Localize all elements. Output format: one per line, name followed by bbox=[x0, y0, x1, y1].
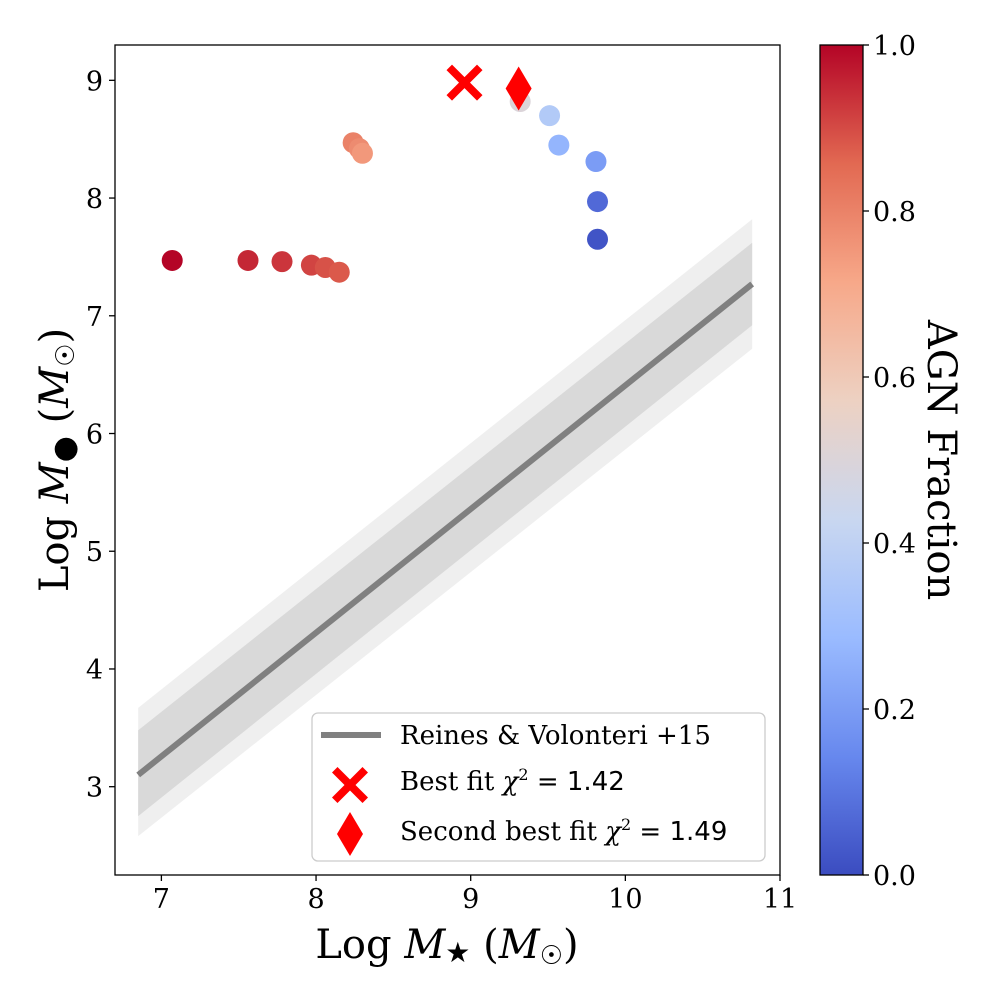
legend-diamond-swatch bbox=[337, 812, 363, 856]
colorbar-tick-label: 0.0 bbox=[873, 861, 916, 892]
legend: Reines & Volonteri +15 Best fit χ2 = 1.4… bbox=[311, 712, 766, 862]
data-point bbox=[587, 228, 609, 250]
plot-area bbox=[114, 44, 781, 876]
x-tick-label: 9 bbox=[462, 884, 479, 915]
data-point bbox=[271, 251, 293, 273]
data-point bbox=[585, 151, 607, 173]
y-tick-label: 7 bbox=[86, 302, 103, 333]
colorbar-tick-label: 0.4 bbox=[873, 529, 916, 560]
y-tick-label: 9 bbox=[86, 66, 103, 97]
legend-label-relation: Reines & Volonteri +15 bbox=[400, 721, 711, 751]
second-best-fit-marker bbox=[505, 66, 532, 111]
colorbar-gradient bbox=[819, 44, 864, 876]
y-axis-ticks: 3 4 5 6 7 8 9 bbox=[86, 66, 115, 804]
colorbar: 0.0 0.2 0.4 0.6 0.8 1.0 AGN Fraction bbox=[819, 31, 964, 892]
x-tick-label: 8 bbox=[307, 884, 324, 915]
legend-entry-second-best-fit: Second best fit χ2 = 1.49 bbox=[400, 815, 727, 847]
data-point bbox=[328, 261, 350, 283]
legend-label-best-fit: Best fit bbox=[400, 767, 495, 797]
y-tick-label: 5 bbox=[86, 537, 103, 568]
data-point bbox=[587, 191, 609, 213]
data-point bbox=[351, 142, 373, 164]
legend-value-second-best-fit: 1.49 bbox=[670, 817, 728, 847]
best-fit-marker bbox=[446, 64, 483, 101]
x-tick-label: 10 bbox=[608, 884, 642, 915]
y-tick-label: 8 bbox=[86, 184, 103, 215]
colorbar-label: AGN Fraction bbox=[918, 319, 964, 600]
colorbar-ticks: 0.0 0.2 0.4 0.6 0.8 1.0 bbox=[863, 31, 916, 892]
y-axis-label: Log M● (M☉) bbox=[32, 328, 82, 592]
relation-line bbox=[136, 281, 755, 778]
scatter-points bbox=[161, 91, 609, 283]
y-tick-label: 4 bbox=[86, 655, 103, 686]
legend-label-second-best-fit: Second best fit bbox=[400, 817, 597, 847]
colorbar-tick-label: 0.6 bbox=[873, 363, 916, 394]
colorbar-tick-label: 0.2 bbox=[873, 695, 916, 726]
x-tick-label: 11 bbox=[763, 884, 797, 915]
data-point bbox=[161, 249, 183, 271]
x-tick-label: 7 bbox=[153, 884, 170, 915]
plot-frame bbox=[114, 44, 781, 876]
colorbar-tick-label: 0.8 bbox=[873, 197, 916, 228]
fit-markers bbox=[446, 64, 532, 111]
data-point bbox=[539, 105, 561, 127]
y-tick-label: 3 bbox=[86, 773, 103, 804]
legend-box bbox=[311, 712, 766, 862]
x-axis-ticks: 7 8 9 10 11 bbox=[153, 875, 797, 915]
legend-x-swatch bbox=[332, 767, 368, 803]
x-axis-label: Log M★ (M☉) bbox=[315, 922, 578, 971]
data-point bbox=[237, 249, 259, 271]
legend-entry-best-fit: Best fit χ2 = 1.42 bbox=[400, 765, 625, 797]
colorbar-tick-label: 1.0 bbox=[873, 31, 916, 62]
data-point bbox=[548, 134, 570, 156]
y-tick-label: 6 bbox=[86, 420, 103, 451]
legend-value-best-fit: 1.42 bbox=[567, 767, 625, 797]
